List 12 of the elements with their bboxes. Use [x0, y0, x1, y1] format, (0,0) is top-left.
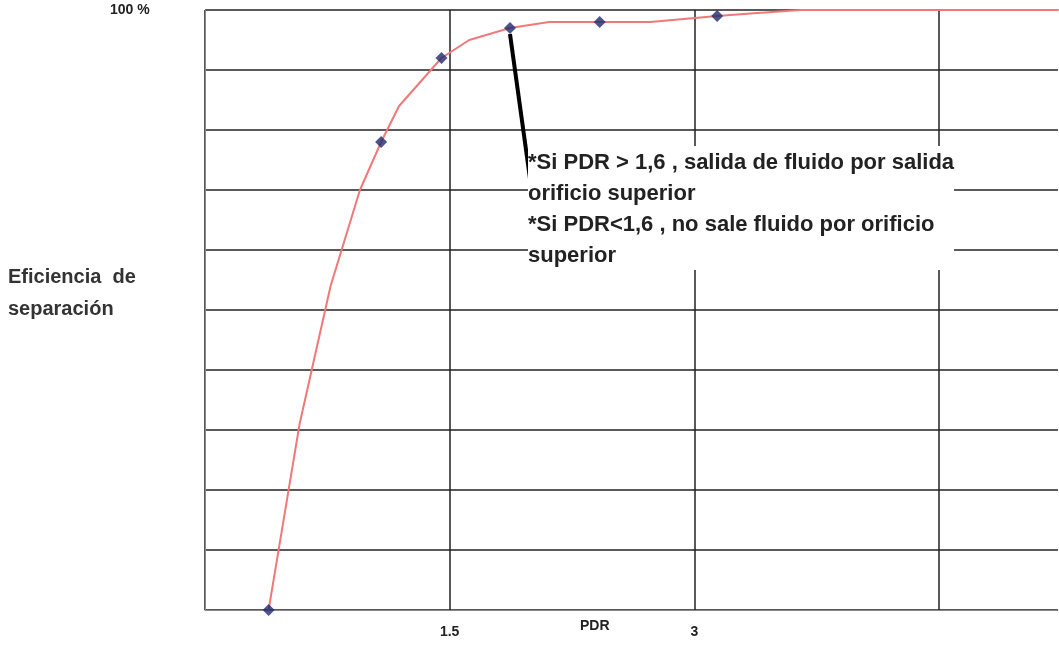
- point: [503, 22, 516, 34]
- y-axis-title: Eficiencia de separación: [8, 265, 136, 319]
- point: [711, 10, 724, 22]
- text: 100 %: [110, 1, 151, 17]
- point: [593, 16, 606, 28]
- x-axis-title: PDR: [580, 617, 610, 633]
- annotation: *Si PDR > 1,6 , salida de fluido por salida orificio superior *Si PDR<1,6 , no sale fluido por orificio superior: [527, 149, 955, 267]
- x-tick-label: 3: [690, 623, 699, 639]
- x-tick-label: 1.5: [439, 623, 460, 639]
- point: [262, 604, 275, 616]
- point: [375, 136, 388, 148]
- point: [435, 52, 448, 64]
